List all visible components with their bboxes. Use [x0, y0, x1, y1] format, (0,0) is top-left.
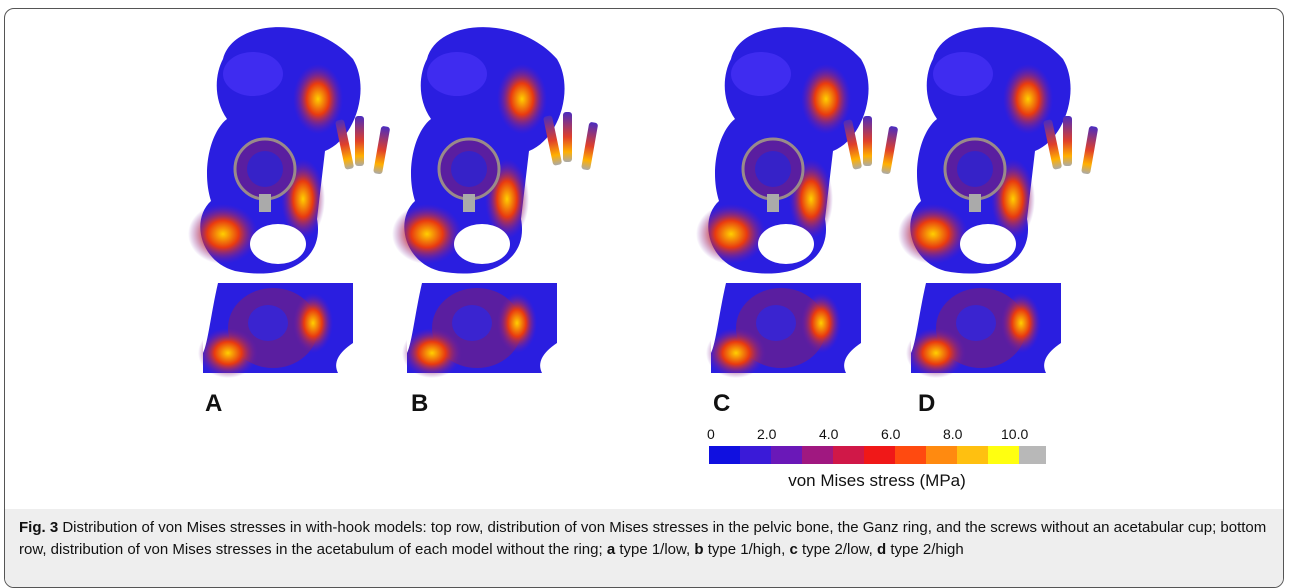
caption-text: type 2/high: [886, 541, 964, 558]
screws: [1043, 116, 1098, 175]
figure: A B C D 0 2.0 4.0 6.0 8.0 10.0 von Mises…: [4, 8, 1284, 588]
pelvis-model: [696, 27, 869, 273]
colorbar-tick: 2.0: [757, 426, 777, 442]
colorbar-tick: 0: [707, 426, 715, 442]
pelvis-model: [188, 27, 361, 273]
screws: [335, 116, 390, 175]
panel-label: B: [411, 390, 428, 417]
colorbar: [709, 446, 1046, 464]
pelvis-model: [898, 27, 1071, 273]
figure-label: Fig. 3: [19, 519, 58, 536]
acetabulum-crop: [706, 283, 861, 378]
figure-image: A B C D 0 2.0 4.0 6.0 8.0 10.0 von Mises…: [5, 9, 1284, 509]
caption-panel: d: [877, 541, 886, 558]
acetabulum-crop: [906, 283, 1061, 378]
colorbar-tick: 6.0: [881, 426, 901, 442]
colorbar-title: von Mises stress (MPa): [788, 471, 966, 490]
caption-text: type 1/low,: [615, 541, 694, 558]
panel-label: A: [205, 390, 222, 417]
caption-panel: c: [789, 541, 797, 558]
pelvis-model: [392, 27, 565, 273]
colorbar-tick: 4.0: [819, 426, 839, 442]
colorbar-tick: 8.0: [943, 426, 963, 442]
caption: Fig. 3 Distribution of von Mises stresse…: [5, 509, 1284, 588]
acetabulum-crop: [402, 283, 557, 378]
screws: [543, 112, 598, 171]
caption-panel: b: [694, 541, 703, 558]
panel-label: C: [713, 390, 730, 417]
caption-text: type 1/high,: [704, 541, 790, 558]
colorbar-tick: 10.0: [1001, 426, 1028, 442]
panel-label: D: [918, 390, 935, 417]
caption-panel: a: [607, 541, 615, 558]
caption-text: type 2/low,: [798, 541, 877, 558]
screws: [843, 116, 898, 175]
acetabulum-crop: [198, 283, 353, 378]
